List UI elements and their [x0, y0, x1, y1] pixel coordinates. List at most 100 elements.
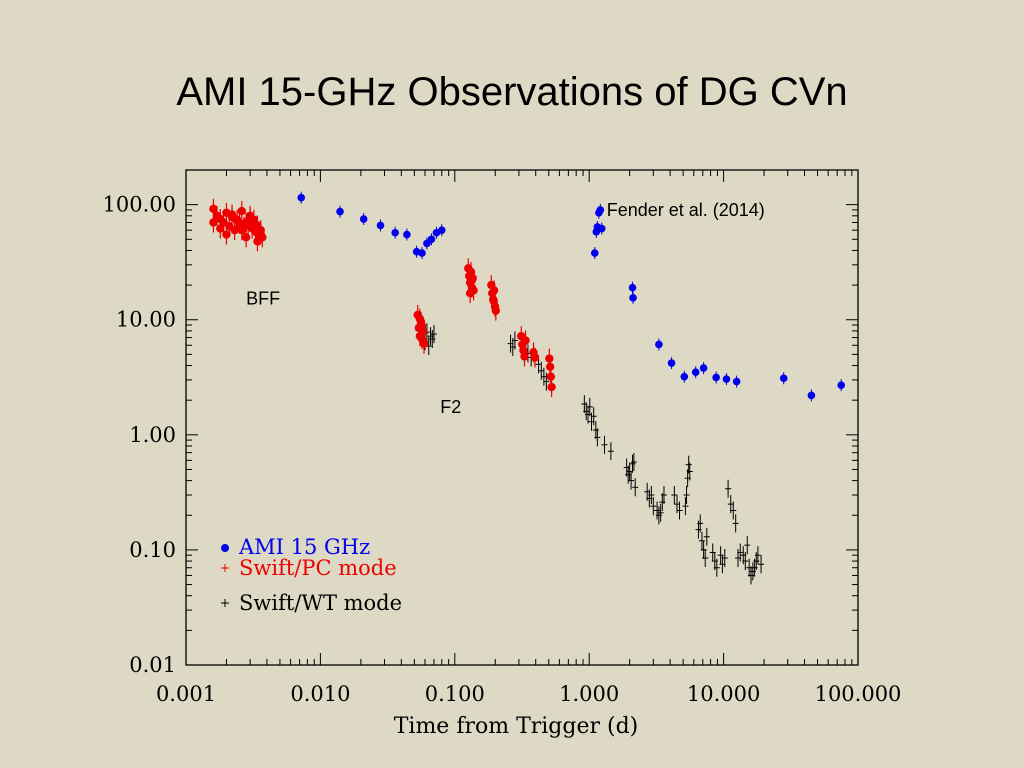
swift-pc-point	[232, 209, 242, 230]
ami-dot	[359, 215, 368, 223]
legend-swift-wt: Swift/WT mode	[221, 591, 402, 615]
swift-wt-point	[732, 514, 739, 533]
swift-wt-point	[737, 543, 744, 562]
y-tick-label: 10.00	[116, 308, 176, 332]
swift-pc-dot	[241, 233, 251, 242]
y-tick-label: 1.00	[129, 423, 176, 447]
swift-pc-point	[419, 333, 429, 354]
ami-point	[807, 389, 816, 402]
plot-frame	[185, 169, 859, 666]
swift-wt-point	[590, 407, 597, 426]
swift-wt-point	[742, 552, 749, 571]
swift-wt-point	[758, 555, 765, 574]
swift-wt-point	[660, 486, 667, 505]
swift-pc-point	[521, 330, 530, 351]
swift-wt-point	[685, 455, 692, 474]
ami-point	[722, 373, 731, 386]
swift-wt-point	[607, 442, 614, 461]
slide-title: AMI 15-GHz Observations of DG CVn	[176, 70, 848, 114]
ami-dot	[590, 249, 599, 257]
swift-pc-dot	[467, 276, 477, 285]
swift-wt-point	[430, 325, 437, 344]
ami-dot	[597, 224, 606, 233]
swift-pc-point	[209, 212, 218, 233]
swift-wt-point	[630, 453, 637, 472]
swift-wt-point	[721, 549, 728, 568]
swift-pc-dot	[465, 289, 475, 298]
swift-pc-dot	[489, 296, 498, 306]
swift-pc-dot	[232, 215, 242, 224]
ami-point	[297, 191, 306, 204]
annotations: Fender et al. (2014) BFF F2	[246, 200, 765, 417]
swift-wt-point	[657, 503, 664, 522]
swift-pc-point	[241, 227, 251, 248]
ami-point	[732, 375, 741, 388]
swift-pc-point	[417, 316, 427, 337]
swift-wt-point	[682, 497, 689, 516]
swift-wt-point	[717, 546, 724, 565]
y-tick-label: 100.00	[103, 193, 176, 217]
swift-wt-point	[626, 462, 633, 481]
swift-pc-dot	[209, 218, 218, 227]
swift-wt-point	[671, 486, 678, 505]
ami-point	[699, 362, 708, 375]
swift-pc-point	[467, 270, 477, 291]
annotation-fender-et-al: Fender et al. (2014)	[607, 200, 765, 220]
plot-border	[185, 169, 859, 666]
x-tick-label: 0.001	[156, 682, 216, 706]
y-tick-label: 0.10	[129, 538, 176, 562]
ami-dot	[427, 235, 436, 244]
x-tick-label: 100.000	[815, 682, 902, 706]
swift-wt-point	[702, 549, 709, 568]
ami-point	[655, 338, 663, 351]
annotation-f2: F2	[440, 397, 461, 417]
swift-pc-point	[530, 347, 540, 368]
x-tick-label: 1.000	[559, 682, 619, 706]
swift-wt-point	[697, 514, 704, 533]
ami-dot	[596, 206, 605, 214]
ami-point	[680, 370, 689, 383]
ami-dot	[376, 221, 385, 230]
swift-wt-point	[632, 478, 639, 497]
swift-pc-dot	[546, 372, 556, 381]
x-tick-label: 0.100	[425, 682, 485, 706]
ami-dot	[722, 375, 731, 383]
swift-pc-point	[256, 224, 265, 245]
ami-point	[628, 281, 637, 294]
ami-dot	[437, 226, 446, 234]
ami-dot	[691, 368, 700, 377]
annotation-bff: BFF	[246, 289, 280, 309]
ami-point	[596, 203, 605, 216]
ami-point	[427, 233, 436, 246]
swift-wt-point	[730, 501, 737, 520]
ami-point	[712, 371, 720, 384]
ami-dot	[628, 283, 637, 292]
swift-pc-point	[227, 204, 237, 225]
ami-dot	[297, 193, 306, 202]
swift-pc-dot	[222, 230, 231, 239]
ami-dot	[680, 372, 689, 381]
swift-wt-point	[703, 527, 710, 546]
swift-pc-point	[249, 213, 259, 234]
swift-pc-point	[547, 377, 556, 398]
ami-point	[391, 226, 399, 239]
ami-point	[359, 213, 368, 226]
x-axis-label: Time from Trigger (d)	[394, 714, 639, 739]
ami-dot	[403, 230, 411, 239]
swift-pc-dot	[520, 352, 529, 361]
legend-ami-marker	[221, 544, 229, 552]
swift-pc-point	[489, 291, 498, 312]
axis-ticks	[185, 169, 859, 666]
ami-dot	[655, 340, 663, 349]
swift-pc-dot	[253, 237, 262, 246]
ami-point	[837, 379, 846, 392]
swift-wt-point	[628, 471, 635, 490]
swift-wt-point	[686, 462, 693, 481]
x-tick-label: 0.010	[290, 682, 350, 706]
ami-dot	[779, 374, 788, 383]
ami-point	[418, 247, 426, 260]
ami-dot	[391, 228, 399, 237]
data-points	[209, 191, 846, 585]
swift-pc-point	[222, 224, 231, 245]
ami-dot	[732, 377, 741, 386]
